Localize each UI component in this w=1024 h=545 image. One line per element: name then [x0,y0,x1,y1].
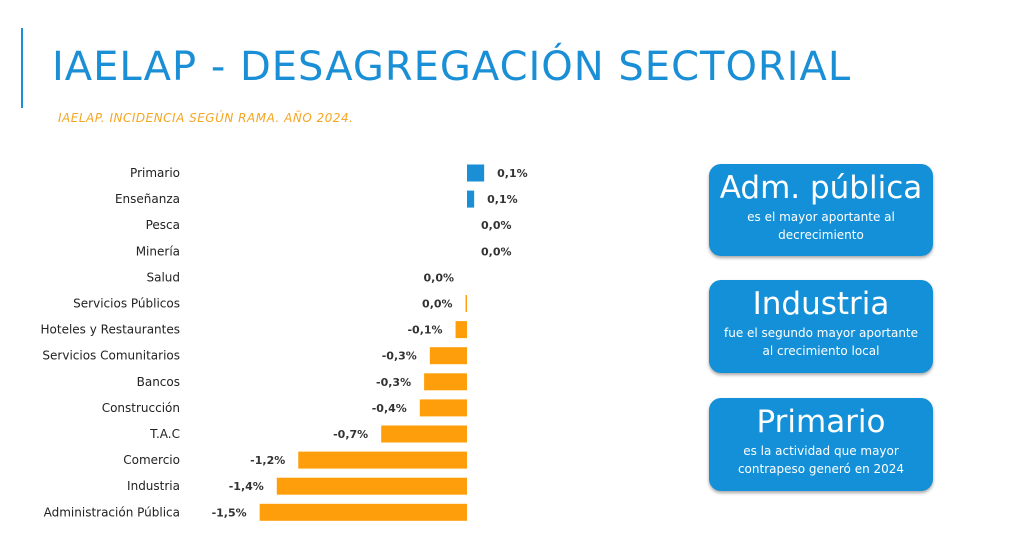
category-label: T.A.C [149,427,180,441]
card-text-line: contrapeso generó en 2024 [737,462,905,476]
card-text-line: decrecimiento [778,228,864,242]
data-label: 0,1% [497,167,528,180]
category-label: Bancos [137,375,180,389]
category-label: Minería [136,244,180,258]
card-text-line: es la actividad que mayor [743,444,899,458]
bar [276,477,467,495]
bar [298,451,467,469]
data-label: 0,0% [423,271,454,284]
category-label: Industria [127,479,180,493]
data-label: 0,0% [422,298,453,311]
sector-incidence-chart: Primario 0,1% Enseñanza 0,1% Pesca 0,0% Minerí… [41,164,528,521]
data-label: 0,1% [487,193,518,206]
card-text-line: al crecimiento local [762,344,880,358]
data-label: -0,7% [333,428,368,441]
bar [419,399,467,417]
category-label: Enseñanza [115,192,180,206]
card-text-line: fue el segundo mayor aportante [723,326,919,340]
data-label: -0,3% [382,350,417,363]
category-label: Servicios Comunitarios [42,349,180,363]
category-label: Construcción [102,401,180,415]
bar [465,295,467,312]
category-label: Salud [146,270,180,284]
bar [467,164,485,182]
data-label: 0,0% [481,245,512,258]
card-title: Industria [752,286,890,322]
data-label: -1,4% [229,480,264,493]
card-adm-publica: Adm. pública es el mayor aportante al de… [709,164,933,256]
chart-subtitle: IAELAP. INCIDENCIA SEGÚN RAMA. AÑO 2024. [58,111,354,125]
page-title: IAELAP - DESAGREGACIÓN SECTORIAL [52,44,852,90]
data-label: -0,4% [372,402,407,415]
card-industria: Industria fue el segundo mayor aportante… [709,280,933,373]
category-label: Administración Pública [44,505,180,519]
data-label: -1,2% [250,454,285,467]
card-text-line: es el mayor aportante al [747,210,895,224]
bar [467,190,475,208]
title-accent-line [21,28,23,108]
data-label: 0,0% [481,219,512,232]
category-label: Servicios Públicos [73,297,180,311]
card-primario: Primario es la actividad que mayor contr… [709,398,933,491]
bar [381,425,467,443]
card-title: Adm. pública [719,170,923,206]
data-label: -1,5% [212,506,247,519]
bar [259,503,467,521]
card-title: Primario [756,404,886,440]
bar [455,321,467,339]
category-label: Pesca [146,218,180,232]
bar [424,373,467,391]
data-label: -0,3% [376,376,411,389]
category-label: Primario [130,166,180,180]
bar [429,347,467,365]
category-label: Hoteles y Restaurantes [41,323,180,337]
category-label: Comercio [123,453,180,467]
data-label: -0,1% [407,324,442,337]
